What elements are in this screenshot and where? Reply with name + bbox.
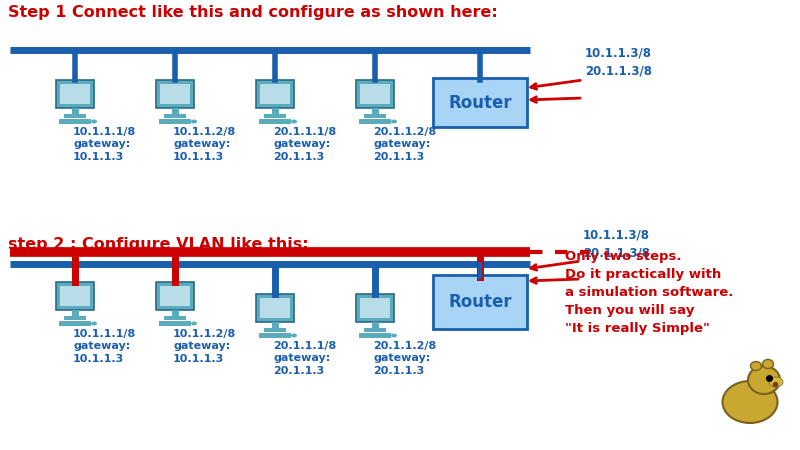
Bar (71, 310, 78, 316)
Bar (371, 322, 378, 328)
Text: Only two steps.
Do it practically with
a simulation software.
Then you will say
: Only two steps. Do it practically with a… (565, 250, 734, 335)
FancyBboxPatch shape (433, 275, 527, 329)
FancyBboxPatch shape (156, 80, 194, 108)
Text: 10.1.1.1/8
gateway:
10.1.1.3: 10.1.1.1/8 gateway: 10.1.1.3 (73, 127, 136, 162)
Ellipse shape (762, 360, 774, 369)
FancyBboxPatch shape (259, 333, 291, 338)
Bar (160, 84, 190, 104)
FancyBboxPatch shape (156, 282, 194, 310)
FancyBboxPatch shape (359, 119, 391, 124)
Bar (264, 114, 286, 118)
FancyBboxPatch shape (356, 80, 394, 108)
Text: 20.1.1.2/8
gateway:
20.1.1.3: 20.1.1.2/8 gateway: 20.1.1.3 (373, 127, 436, 162)
FancyBboxPatch shape (59, 119, 91, 124)
Ellipse shape (191, 321, 197, 325)
Bar (60, 84, 90, 104)
Ellipse shape (722, 381, 778, 423)
Text: Router: Router (448, 293, 512, 311)
FancyBboxPatch shape (56, 80, 94, 108)
Bar (160, 286, 190, 306)
Ellipse shape (769, 377, 783, 387)
Bar (164, 316, 186, 320)
Bar (260, 84, 290, 104)
Bar (364, 114, 386, 118)
FancyBboxPatch shape (159, 321, 191, 326)
FancyBboxPatch shape (356, 294, 394, 322)
Text: Step 1 Connect like this and configure as shown here:: Step 1 Connect like this and configure a… (8, 5, 498, 20)
Text: 20.1.1.1/8
gateway:
20.1.1.3: 20.1.1.1/8 gateway: 20.1.1.3 (273, 341, 336, 376)
Bar (60, 286, 90, 306)
Ellipse shape (291, 333, 297, 338)
Text: 20.1.1.2/8
gateway:
20.1.1.3: 20.1.1.2/8 gateway: 20.1.1.3 (373, 341, 436, 376)
Text: 20.1.1.1/8
gateway:
20.1.1.3: 20.1.1.1/8 gateway: 20.1.1.3 (273, 127, 336, 162)
Bar (64, 316, 86, 320)
Text: step 2 : Configure VLAN like this:: step 2 : Configure VLAN like this: (8, 237, 309, 252)
Bar (164, 114, 186, 118)
FancyBboxPatch shape (159, 119, 191, 124)
Ellipse shape (391, 333, 397, 338)
Text: 10.1.1.3/8
20.1.1.3/8: 10.1.1.3/8 20.1.1.3/8 (585, 47, 652, 78)
Ellipse shape (748, 366, 780, 394)
Ellipse shape (291, 120, 297, 123)
Bar (360, 298, 390, 318)
FancyBboxPatch shape (59, 321, 91, 326)
Ellipse shape (191, 120, 197, 123)
FancyBboxPatch shape (256, 294, 294, 322)
Ellipse shape (91, 120, 97, 123)
FancyBboxPatch shape (433, 78, 527, 127)
Bar (71, 108, 78, 114)
Text: 10.1.1.2/8
gateway:
10.1.1.3: 10.1.1.2/8 gateway: 10.1.1.3 (173, 329, 236, 364)
Bar (271, 322, 278, 328)
Bar (360, 84, 390, 104)
Text: 10.1.1.1/8
gateway:
10.1.1.3: 10.1.1.1/8 gateway: 10.1.1.3 (73, 329, 136, 364)
Bar (264, 328, 286, 332)
Bar (171, 108, 178, 114)
FancyBboxPatch shape (256, 80, 294, 108)
Bar (64, 114, 86, 118)
Ellipse shape (750, 361, 762, 370)
Bar (260, 298, 290, 318)
Text: 10.1.1.2/8
gateway:
10.1.1.3: 10.1.1.2/8 gateway: 10.1.1.3 (173, 127, 236, 162)
FancyBboxPatch shape (56, 282, 94, 310)
Bar (371, 108, 378, 114)
Bar (171, 310, 178, 316)
Text: Router: Router (448, 94, 512, 112)
FancyBboxPatch shape (359, 333, 391, 338)
Text: 10.1.1.3/8
20.1.1.3/8: 10.1.1.3/8 20.1.1.3/8 (583, 228, 650, 259)
Bar (364, 328, 386, 332)
Bar (271, 108, 278, 114)
FancyBboxPatch shape (259, 119, 291, 124)
Ellipse shape (391, 120, 397, 123)
Ellipse shape (91, 321, 97, 325)
